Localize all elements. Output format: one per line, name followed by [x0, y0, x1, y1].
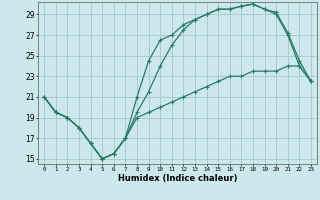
X-axis label: Humidex (Indice chaleur): Humidex (Indice chaleur) — [118, 174, 237, 183]
